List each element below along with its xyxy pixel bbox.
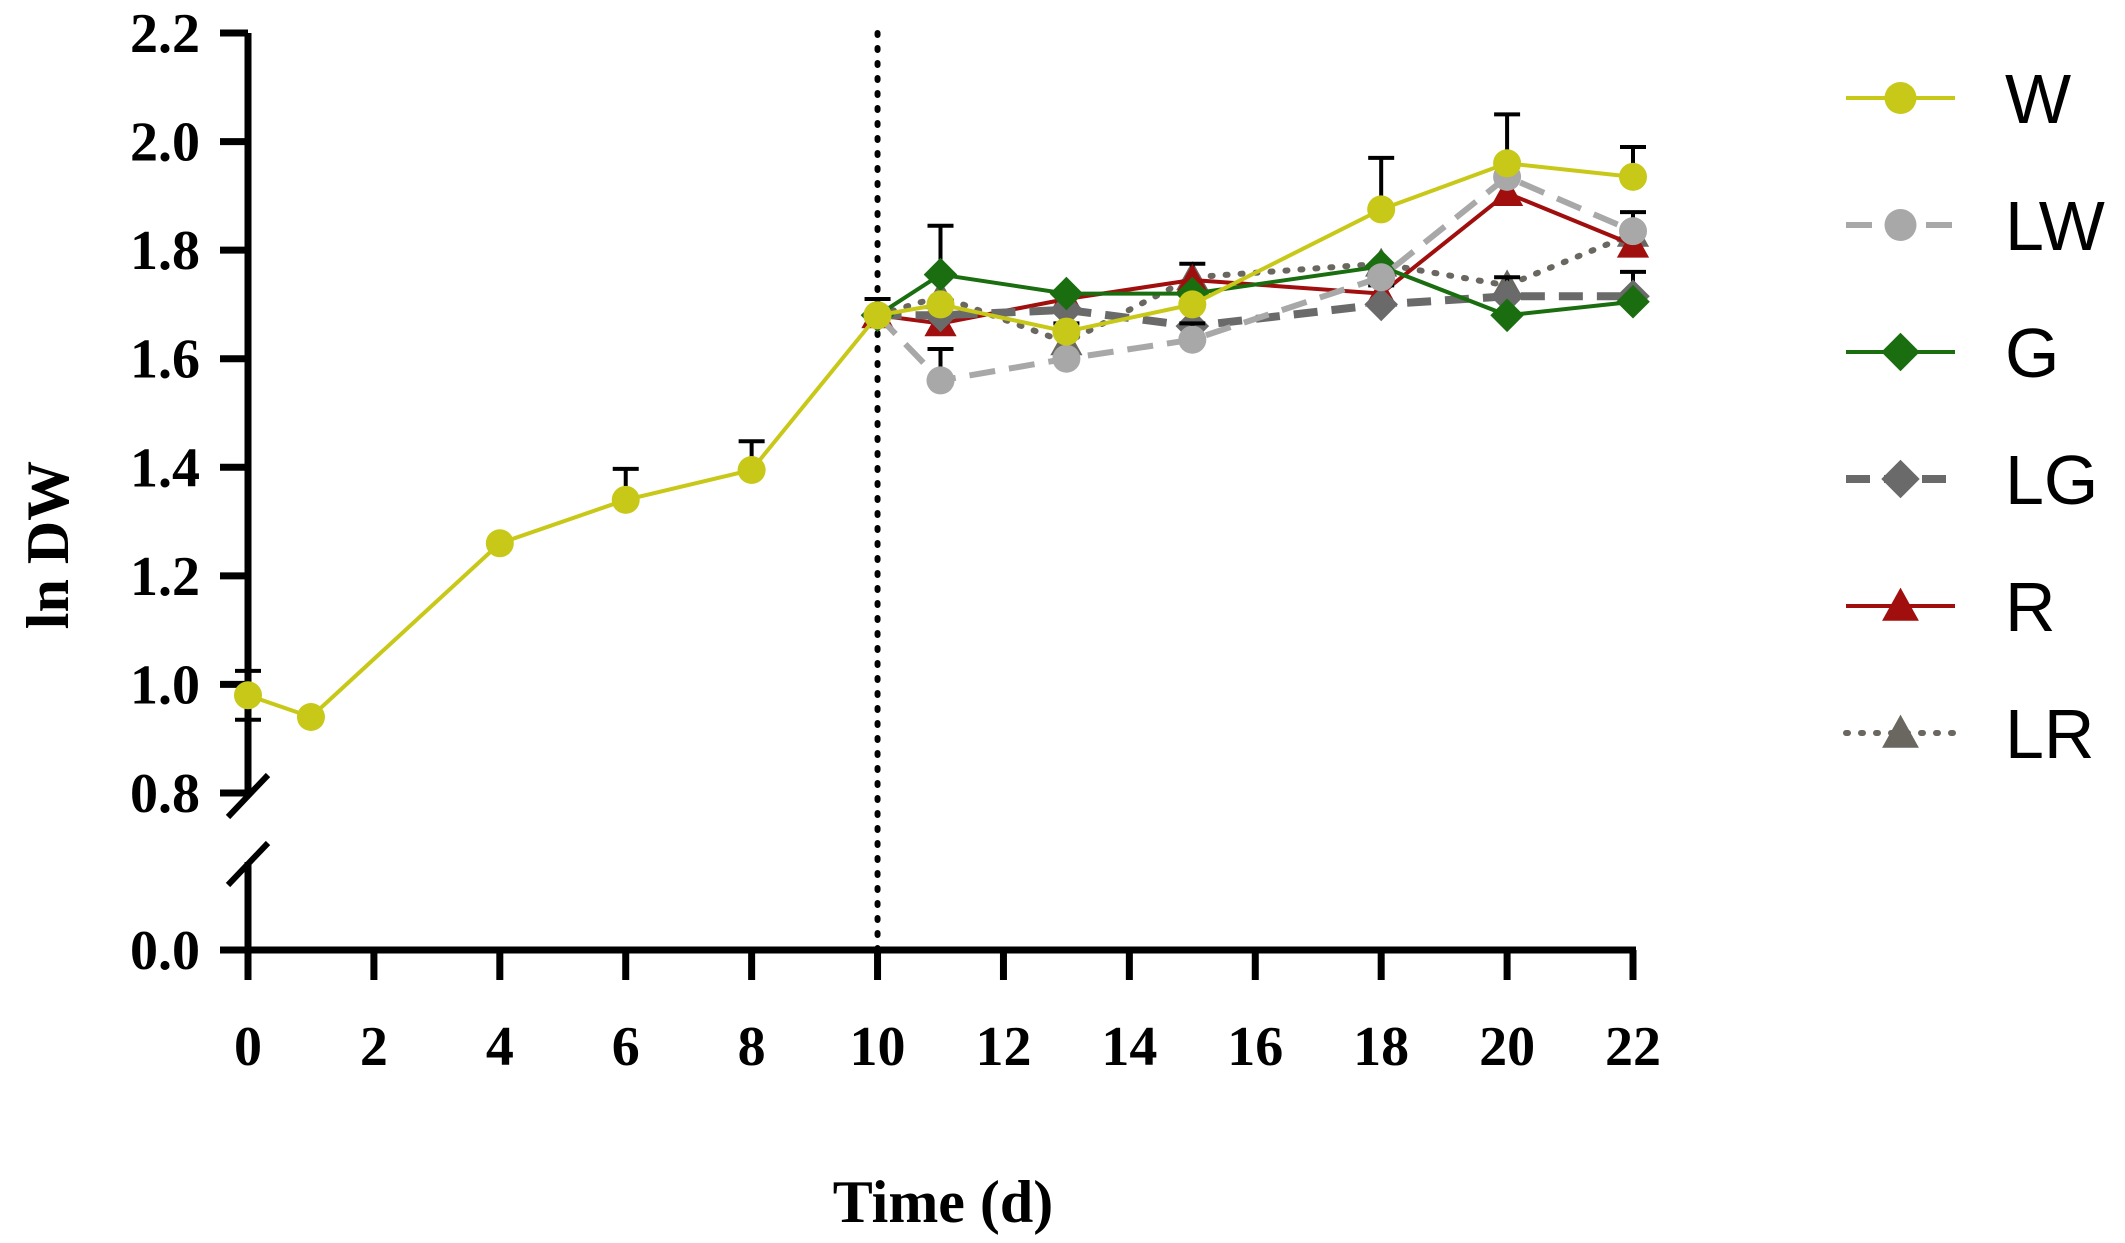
- x-tick-label: 18: [1353, 1016, 1409, 1078]
- legend-item-LR: LR: [1843, 695, 2094, 773]
- y-tick-label: 1.2: [130, 546, 200, 608]
- data-point-G: [923, 257, 958, 292]
- y-tick-label: 1.8: [130, 220, 200, 282]
- legend-item-LG: LG: [1846, 441, 2098, 519]
- series-line-R: [877, 190, 1634, 326]
- data-point-LG: [1490, 279, 1524, 314]
- data-point-W: [863, 301, 892, 330]
- data-point-LG: [1364, 287, 1398, 322]
- series-LW: [863, 162, 1647, 395]
- data-point-W: [1178, 290, 1207, 319]
- data-point-G: [1616, 284, 1650, 319]
- x-tick-label: 16: [1227, 1016, 1283, 1078]
- y-tick-label: 1.0: [130, 654, 200, 716]
- data-point-W: [926, 290, 955, 319]
- plot-area: [234, 112, 1650, 731]
- legend-item-G: G: [1846, 314, 2059, 392]
- y-axis-title: ln DW: [15, 461, 81, 629]
- series-W: [234, 112, 1647, 731]
- legend-marker-G: [1881, 332, 1920, 372]
- series-line-LR: [874, 230, 1636, 346]
- tick-labels: 0 2 4 6 8 10 12 14 16 18 20 22 0.8 1.0 1.2 1.4 1.6 1.8 2.0…: [130, 3, 1661, 1078]
- legend-item-LW: LW: [1846, 187, 2105, 265]
- y-tick-label: 1.4: [130, 437, 200, 499]
- x-tick-label: 10: [850, 1016, 906, 1078]
- x-tick-label: 4: [486, 1016, 514, 1078]
- data-point-W: [1052, 317, 1081, 346]
- data-point-LW: [1619, 217, 1647, 246]
- data-point-W: [1493, 149, 1522, 178]
- x-axis-title: Time (d): [833, 1169, 1054, 1235]
- data-point-W: [737, 456, 766, 484]
- data-point-W: [485, 529, 514, 558]
- legend-label: G: [2005, 314, 2059, 392]
- data-point-W: [611, 485, 640, 514]
- data-point-LW: [1052, 344, 1081, 373]
- legend-marker-W: [1884, 82, 1917, 114]
- y-tick-label: 0.0: [130, 920, 200, 982]
- x-tick-label: 20: [1479, 1016, 1535, 1078]
- data-point-W: [1619, 162, 1647, 191]
- y-tick-label: 2.2: [130, 3, 200, 65]
- legend-marker-LG: [1881, 459, 1920, 499]
- axis-break-mark: [225, 840, 271, 888]
- legend-marker-LW: [1884, 209, 1917, 241]
- x-tick-label: 22: [1605, 1016, 1661, 1078]
- legend: W LW G LG R LR: [1843, 60, 2105, 773]
- data-point-W: [234, 681, 262, 710]
- y-tick-label: 1.6: [130, 329, 200, 391]
- data-point-LW: [1178, 325, 1207, 354]
- legend-item-R: R: [1846, 568, 2056, 646]
- legend-marker-R: [1882, 587, 1919, 621]
- data-point-G: [1490, 298, 1524, 333]
- data-point-LW: [926, 366, 955, 395]
- legend-label: LG: [2005, 441, 2098, 519]
- legend-label: LW: [2005, 187, 2105, 265]
- x-tick-label: 14: [1101, 1016, 1157, 1078]
- data-point-W: [296, 703, 325, 731]
- data-point-W: [1367, 195, 1396, 224]
- x-tick-label: 6: [612, 1016, 640, 1078]
- y-tick-label: 0.8: [130, 763, 200, 825]
- axes: [220, 29, 1637, 980]
- legend-label: W: [2005, 60, 2071, 138]
- legend-item-W: W: [1846, 60, 2071, 138]
- y-tick-label: 2.0: [130, 112, 200, 174]
- x-tick-label: 8: [738, 1016, 766, 1078]
- legend-marker-LR: [1882, 714, 1919, 748]
- series-line-W: [247, 161, 1634, 720]
- data-point-LW: [1367, 263, 1396, 292]
- x-tick-label: 0: [234, 1016, 262, 1078]
- data-point-R: [1490, 177, 1524, 207]
- x-tick-label: 2: [360, 1016, 388, 1078]
- legend-label: LR: [2005, 695, 2094, 773]
- data-point-G: [1049, 276, 1084, 311]
- legend-label: R: [2005, 568, 2056, 646]
- x-tick-label: 12: [975, 1016, 1031, 1078]
